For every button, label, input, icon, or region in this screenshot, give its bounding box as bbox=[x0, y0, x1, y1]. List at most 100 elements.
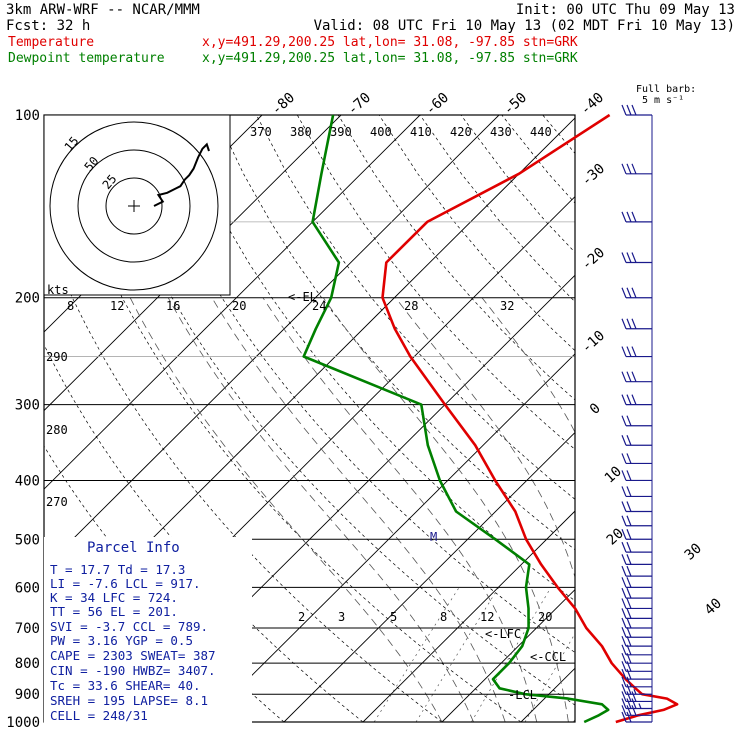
barb-flag bbox=[621, 587, 627, 599]
wind-barb bbox=[621, 346, 652, 358]
wind-barb bbox=[621, 598, 652, 610]
wind-barb bbox=[621, 486, 652, 498]
barb-flag bbox=[621, 668, 627, 680]
isotherm-line bbox=[44, 115, 342, 412]
barb-flag bbox=[626, 346, 632, 357]
wind-barb bbox=[621, 394, 652, 406]
barb-flag bbox=[621, 711, 627, 723]
hodo-speed-label: 20 bbox=[232, 299, 246, 313]
barb-flag bbox=[626, 587, 632, 599]
hodo-speed-label: 12 bbox=[110, 299, 124, 313]
moist-adiabat-line bbox=[726, 298, 740, 722]
barb-scale-units: 5 m s⁻¹ bbox=[642, 95, 684, 106]
wind-barb bbox=[621, 318, 652, 330]
parcel-row: SVI = -3.7 CCL = 789. bbox=[50, 619, 208, 634]
barb-flag bbox=[626, 211, 632, 223]
pressure-tick-label: 500 bbox=[15, 532, 40, 548]
mixing-ratio-label: 5 bbox=[390, 610, 397, 624]
wind-barb bbox=[621, 529, 652, 540]
isotherm-label: -60 bbox=[423, 90, 453, 119]
barb-flag bbox=[621, 529, 627, 540]
barb-flag bbox=[621, 515, 627, 526]
wind-barb bbox=[621, 676, 652, 688]
wind-barb bbox=[621, 104, 652, 116]
wind-barb bbox=[621, 565, 652, 577]
barb-flag bbox=[621, 554, 627, 565]
mixing-ratio-label: 8 bbox=[440, 610, 447, 624]
barb-flag bbox=[621, 635, 627, 647]
dry-adiabat-line bbox=[665, 115, 740, 722]
barb-flag bbox=[621, 318, 627, 329]
isotherm-line bbox=[600, 115, 740, 722]
wind-barb bbox=[621, 453, 652, 465]
barb-flag bbox=[621, 211, 627, 223]
wind-barb bbox=[621, 470, 652, 482]
barb-flag bbox=[621, 684, 627, 695]
barb-flag bbox=[621, 652, 627, 664]
barb-flag bbox=[626, 486, 632, 497]
mixing-ratio-line bbox=[415, 587, 500, 722]
pressure-tick-label: 700 bbox=[15, 621, 40, 637]
marker-ccl: <-CCL bbox=[530, 650, 566, 664]
pressure-tick-label: 100 bbox=[15, 108, 40, 124]
barb-flag bbox=[626, 598, 632, 609]
theta-label: 270 bbox=[46, 495, 68, 509]
header-forecast: Fcst: 32 h bbox=[6, 18, 90, 34]
isotherm-label: 10 bbox=[602, 463, 625, 486]
isotherm-label: 40 bbox=[702, 595, 725, 618]
wind-barb bbox=[621, 617, 652, 629]
parcel-row: SREH = 195 LAPSE= 8.1 bbox=[50, 693, 208, 708]
parcel-row: PW = 3.16 YGP = 0.5 bbox=[50, 633, 193, 648]
wind-barb bbox=[621, 711, 652, 723]
barb-half-flag bbox=[633, 689, 637, 695]
temperature-line bbox=[381, 113, 679, 724]
barb-flag bbox=[631, 371, 637, 382]
barb-flag bbox=[626, 635, 632, 647]
hodograph-ring bbox=[105, 177, 163, 235]
hodograph-ring bbox=[49, 121, 219, 291]
parcel-info-title: Parcel Info bbox=[87, 540, 180, 556]
barb-flag bbox=[626, 515, 632, 526]
legend-dewpoint: Dewpoint temperature bbox=[8, 51, 165, 66]
barb-flag bbox=[626, 104, 632, 116]
barb-flag bbox=[621, 598, 627, 609]
parcel-row: K = 34 LFC = 724. bbox=[50, 590, 178, 605]
dry-adiabat-line bbox=[44, 228, 443, 722]
barb-flag bbox=[626, 394, 632, 405]
dry-adiabat-line bbox=[542, 115, 575, 154]
barb-flag bbox=[621, 415, 627, 426]
pressure-tick-label: 200 bbox=[15, 291, 40, 307]
isotherm-line bbox=[44, 115, 500, 569]
hodo-units-label: kts bbox=[47, 283, 69, 297]
isotherm-line bbox=[679, 115, 740, 722]
isotherm-label: -30 bbox=[579, 161, 609, 190]
isotherm-label: -50 bbox=[501, 90, 531, 119]
dry-adiabat-line bbox=[625, 115, 740, 722]
barb-flag bbox=[626, 318, 632, 329]
theta-label: 290 bbox=[46, 350, 68, 364]
dry-adiabat-line bbox=[706, 115, 740, 722]
pressure-tick-label: 1000 bbox=[6, 715, 40, 731]
moist-adiabat-line bbox=[322, 297, 569, 722]
theta-label: 280 bbox=[46, 423, 68, 437]
parcel-row: TT = 56 EL = 201. bbox=[50, 604, 178, 619]
barb-flag bbox=[621, 371, 627, 382]
theta-e-label: 390 bbox=[330, 125, 352, 139]
barb-flag bbox=[621, 104, 627, 116]
mixing-ratio-label: 2 bbox=[298, 610, 305, 624]
barb-flag bbox=[626, 554, 632, 565]
wind-barb bbox=[621, 684, 652, 695]
header-model: 3km ARW-WRF -- NCAR/MMM bbox=[6, 2, 200, 18]
wind-barb bbox=[621, 435, 652, 446]
barb-flag bbox=[621, 346, 627, 357]
barb-flag bbox=[626, 163, 632, 175]
wind-barb bbox=[621, 635, 652, 647]
dry-adiabat-line bbox=[51, 115, 522, 722]
barb-flag bbox=[631, 252, 637, 263]
hodo-speed-label: 16 bbox=[166, 299, 180, 313]
barb-half-flag bbox=[638, 703, 642, 709]
pressure-tick-label: 900 bbox=[15, 687, 40, 703]
barb-flag bbox=[631, 163, 637, 175]
barb-flag bbox=[621, 644, 627, 656]
dry-adiabat-line bbox=[584, 115, 740, 722]
